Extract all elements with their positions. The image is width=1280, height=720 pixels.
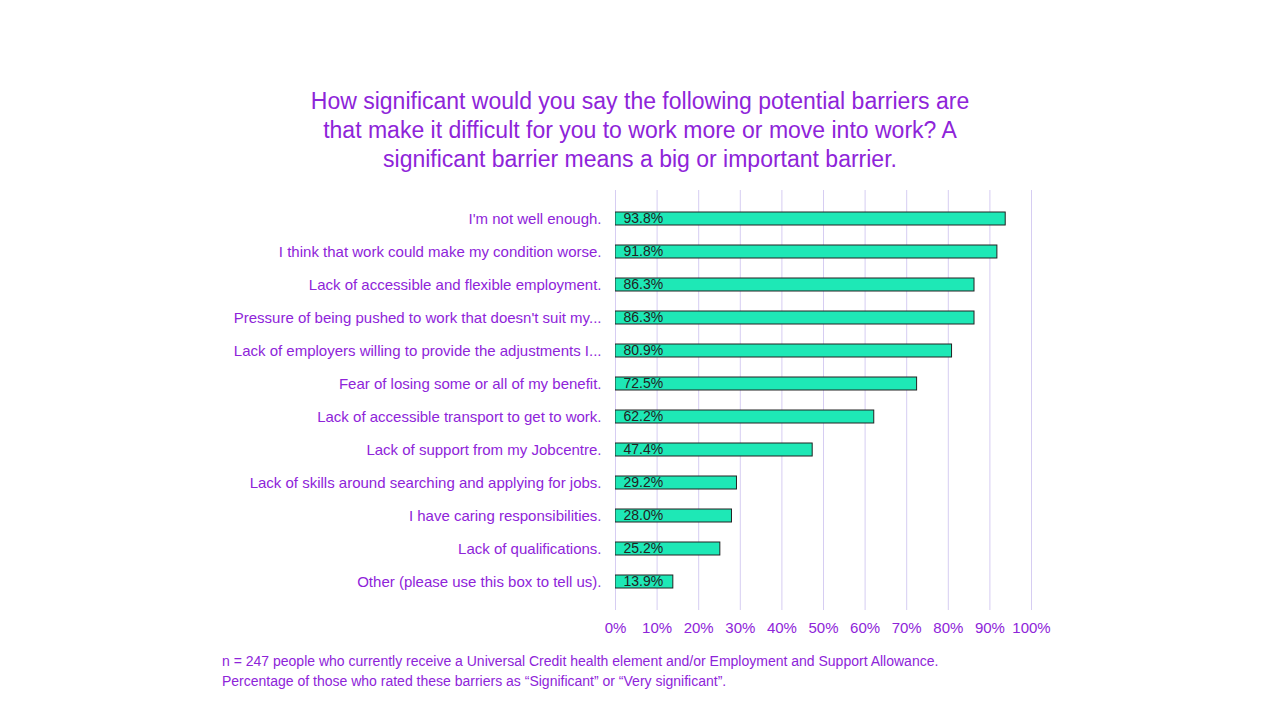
svg-text:80%: 80% bbox=[933, 619, 963, 636]
svg-text:40%: 40% bbox=[767, 619, 797, 636]
svg-text:0%: 0% bbox=[605, 619, 627, 636]
svg-text:Lack of qualifications.: Lack of qualifications. bbox=[458, 540, 601, 557]
svg-text:91.8%: 91.8% bbox=[624, 243, 664, 259]
svg-text:29.2%: 29.2% bbox=[624, 474, 664, 490]
svg-text:Fear of losing some or all of: Fear of losing some or all of my benefit… bbox=[339, 375, 602, 392]
svg-text:100%: 100% bbox=[1012, 619, 1050, 636]
html-text:n = 247 people who currently r: n = 247 people who currently receive a U… bbox=[222, 653, 939, 669]
svg-text:47.4%: 47.4% bbox=[624, 441, 664, 457]
svg-text:I'm not well enough.: I'm not well enough. bbox=[469, 210, 602, 227]
svg-text:72.5%: 72.5% bbox=[624, 375, 664, 391]
svg-text:Lack of employers willing to p: Lack of employers willing to provide the… bbox=[234, 342, 602, 359]
svg-text:30%: 30% bbox=[725, 619, 755, 636]
svg-text:Lack of accessible transport t: Lack of accessible transport to get to w… bbox=[317, 408, 601, 425]
svg-text:70%: 70% bbox=[892, 619, 922, 636]
svg-text:Pressure of being pushed to wo: Pressure of being pushed to work that do… bbox=[234, 309, 602, 326]
svg-text:20%: 20% bbox=[684, 619, 714, 636]
svg-text:I have caring responsibilities: I have caring responsibilities. bbox=[409, 507, 602, 524]
svg-text:Lack of skills around searchin: Lack of skills around searching and appl… bbox=[250, 474, 602, 491]
svg-text:86.3%: 86.3% bbox=[624, 309, 664, 325]
svg-text:50%: 50% bbox=[808, 619, 838, 636]
svg-text:80.9%: 80.9% bbox=[624, 342, 664, 358]
svg-text:13.9%: 13.9% bbox=[624, 573, 664, 589]
svg-text:62.2%: 62.2% bbox=[624, 408, 664, 424]
svg-text:Lack of accessible and flexibl: Lack of accessible and flexible employme… bbox=[309, 276, 602, 293]
svg-text:28.0%: 28.0% bbox=[624, 507, 664, 523]
svg-text:93.8%: 93.8% bbox=[624, 210, 664, 226]
svg-text:86.3%: 86.3% bbox=[624, 276, 664, 292]
html-text:Percentage of those who rated: Percentage of those who rated these barr… bbox=[222, 673, 727, 689]
svg-text:90%: 90% bbox=[975, 619, 1005, 636]
svg-text:60%: 60% bbox=[850, 619, 880, 636]
svg-text:Other (please use this box to: Other (please use this box to tell us). bbox=[357, 573, 601, 590]
svg-text:I think that work could make m: I think that work could make my conditio… bbox=[279, 243, 602, 260]
svg-text:10%: 10% bbox=[642, 619, 672, 636]
html-text:How significant would you say: How significant would you say the follow… bbox=[310, 88, 970, 172]
svg-text:25.2%: 25.2% bbox=[624, 540, 664, 556]
svg-text:Lack of support from my Jobcen: Lack of support from my Jobcentre. bbox=[366, 441, 601, 458]
